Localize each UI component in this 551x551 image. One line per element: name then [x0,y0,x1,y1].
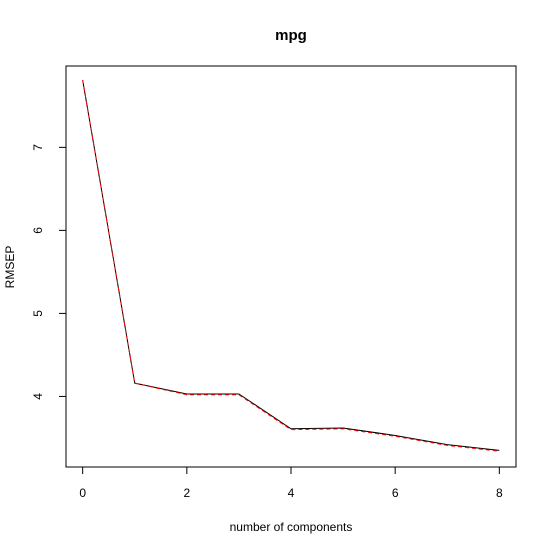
y-tick-label: 6 [31,227,45,234]
y-tick-label: 5 [31,310,45,317]
y-tick-label: 7 [31,144,45,151]
x-axis-label: number of components [230,520,353,534]
x-tick-label: 4 [288,486,295,500]
y-axis-label: RMSEP [3,246,17,289]
series-line-2 [82,80,500,452]
x-tick-label: 6 [392,486,399,500]
x-tick-label: 0 [79,486,86,500]
y-axis: 4 5 6 7 [31,144,67,400]
x-axis: 0 2 4 6 8 [79,466,503,500]
x-tick-label: 2 [183,486,190,500]
y-tick-label: 4 [31,393,45,400]
x-tick-label: 8 [496,486,503,500]
series-layer [82,80,500,452]
chart-title: mpg [275,27,307,44]
